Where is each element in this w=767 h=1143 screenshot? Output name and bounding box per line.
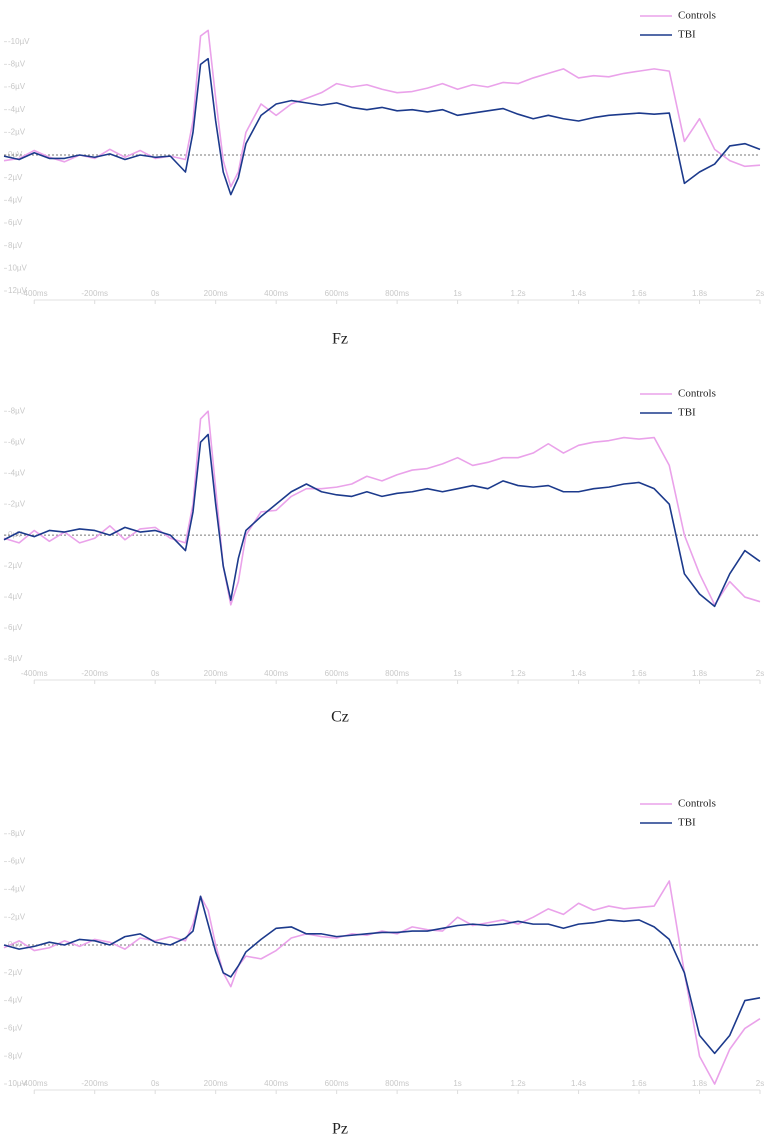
x-tick-label: -400ms xyxy=(21,669,48,678)
x-tick-label: 1.4s xyxy=(571,289,586,298)
legend-label: TBI xyxy=(678,407,696,419)
x-tick-label: 400ms xyxy=(264,669,288,678)
y-tick-label: -10µV xyxy=(8,37,30,46)
x-tick-label: 2s xyxy=(756,289,764,298)
y-tick-label: 0µV xyxy=(8,940,23,949)
y-tick-label: 4µV xyxy=(8,592,23,601)
y-tick-label: -8µV xyxy=(8,406,26,415)
series-line xyxy=(3,410,761,606)
x-tick-label: 1.6s xyxy=(631,669,646,678)
series-line xyxy=(3,895,761,1055)
y-tick-label: -2µV xyxy=(8,912,26,921)
y-tick-label: -8µV xyxy=(8,829,26,838)
x-tick-label: 400ms xyxy=(264,1079,288,1088)
x-tick-label: 200ms xyxy=(204,1079,228,1088)
y-tick-label: -2µV xyxy=(8,127,26,136)
x-tick-label: 1.8s xyxy=(692,289,707,298)
y-tick-label: -4µV xyxy=(8,105,26,114)
x-tick-label: 1.2s xyxy=(511,669,526,678)
chart-caption: Fz xyxy=(332,331,348,348)
legend-label: Controls xyxy=(678,798,716,810)
y-tick-label: 6µV xyxy=(8,1023,23,1032)
x-tick-label: 1.6s xyxy=(631,289,646,298)
y-tick-label: -6µV xyxy=(8,82,26,91)
y-tick-label: 12µV xyxy=(8,286,28,295)
x-tick-label: 600ms xyxy=(325,669,349,678)
y-tick-label: 10µV xyxy=(8,263,28,272)
x-tick-label: 0s xyxy=(151,1079,159,1088)
y-tick-label: 8µV xyxy=(8,1051,23,1060)
legend-label: TBI xyxy=(678,29,696,41)
x-tick-label: 800ms xyxy=(385,289,409,298)
series-line xyxy=(3,433,761,608)
x-tick-label: 1s xyxy=(453,289,461,298)
y-tick-label: -2µV xyxy=(8,499,26,508)
x-tick-label: -200ms xyxy=(81,1079,108,1088)
x-tick-label: 0s xyxy=(151,669,159,678)
x-tick-label: 1.6s xyxy=(631,1079,646,1088)
chart-caption: Pz xyxy=(332,1121,348,1138)
y-tick-label: -4µV xyxy=(8,884,26,893)
x-tick-label: -200ms xyxy=(81,669,108,678)
x-tick-label: 800ms xyxy=(385,1079,409,1088)
x-tick-label: 200ms xyxy=(204,289,228,298)
y-tick-label: 6µV xyxy=(8,623,23,632)
y-tick-label: 2µV xyxy=(8,968,23,977)
x-tick-label: 1.4s xyxy=(571,1079,586,1088)
x-tick-label: 1s xyxy=(453,669,461,678)
y-tick-label: 2µV xyxy=(8,173,23,182)
x-tick-label: 2s xyxy=(756,669,764,678)
x-tick-label: 1.2s xyxy=(511,1079,526,1088)
y-tick-label: -8µV xyxy=(8,59,26,68)
x-tick-label: 1s xyxy=(453,1079,461,1088)
x-tick-label: -400ms xyxy=(21,1079,48,1088)
legend-label: Controls xyxy=(678,10,716,22)
x-tick-label: 600ms xyxy=(325,289,349,298)
x-tick-label: 200ms xyxy=(204,669,228,678)
x-tick-label: 1.2s xyxy=(511,289,526,298)
series-line xyxy=(3,57,761,196)
y-tick-label: 0µV xyxy=(8,150,23,159)
y-tick-label: 8µV xyxy=(8,654,23,663)
legend-label: TBI xyxy=(678,817,696,829)
y-tick-label: 2µV xyxy=(8,561,23,570)
x-tick-label: 0s xyxy=(151,289,159,298)
y-tick-label: 8µV xyxy=(8,241,23,250)
legend-label: Controls xyxy=(678,388,716,400)
y-tick-label: 4µV xyxy=(8,996,23,1005)
y-tick-label: -4µV xyxy=(8,468,26,477)
x-tick-label: 1.8s xyxy=(692,669,707,678)
x-tick-label: 1.4s xyxy=(571,669,586,678)
x-tick-label: 1.8s xyxy=(692,1079,707,1088)
chart-caption: Cz xyxy=(331,709,349,726)
y-tick-label: -6µV xyxy=(8,857,26,866)
y-tick-label: 6µV xyxy=(8,218,23,227)
y-tick-label: 10µV xyxy=(8,1079,28,1088)
x-tick-label: -400ms xyxy=(21,289,48,298)
x-tick-label: 2s xyxy=(756,1079,764,1088)
x-tick-label: 800ms xyxy=(385,669,409,678)
series-line xyxy=(3,29,761,188)
x-tick-label: -200ms xyxy=(81,289,108,298)
y-tick-label: 4µV xyxy=(8,195,23,204)
x-tick-label: 400ms xyxy=(264,289,288,298)
x-tick-label: 600ms xyxy=(325,1079,349,1088)
y-tick-label: -6µV xyxy=(8,437,26,446)
series-line xyxy=(3,880,761,1085)
